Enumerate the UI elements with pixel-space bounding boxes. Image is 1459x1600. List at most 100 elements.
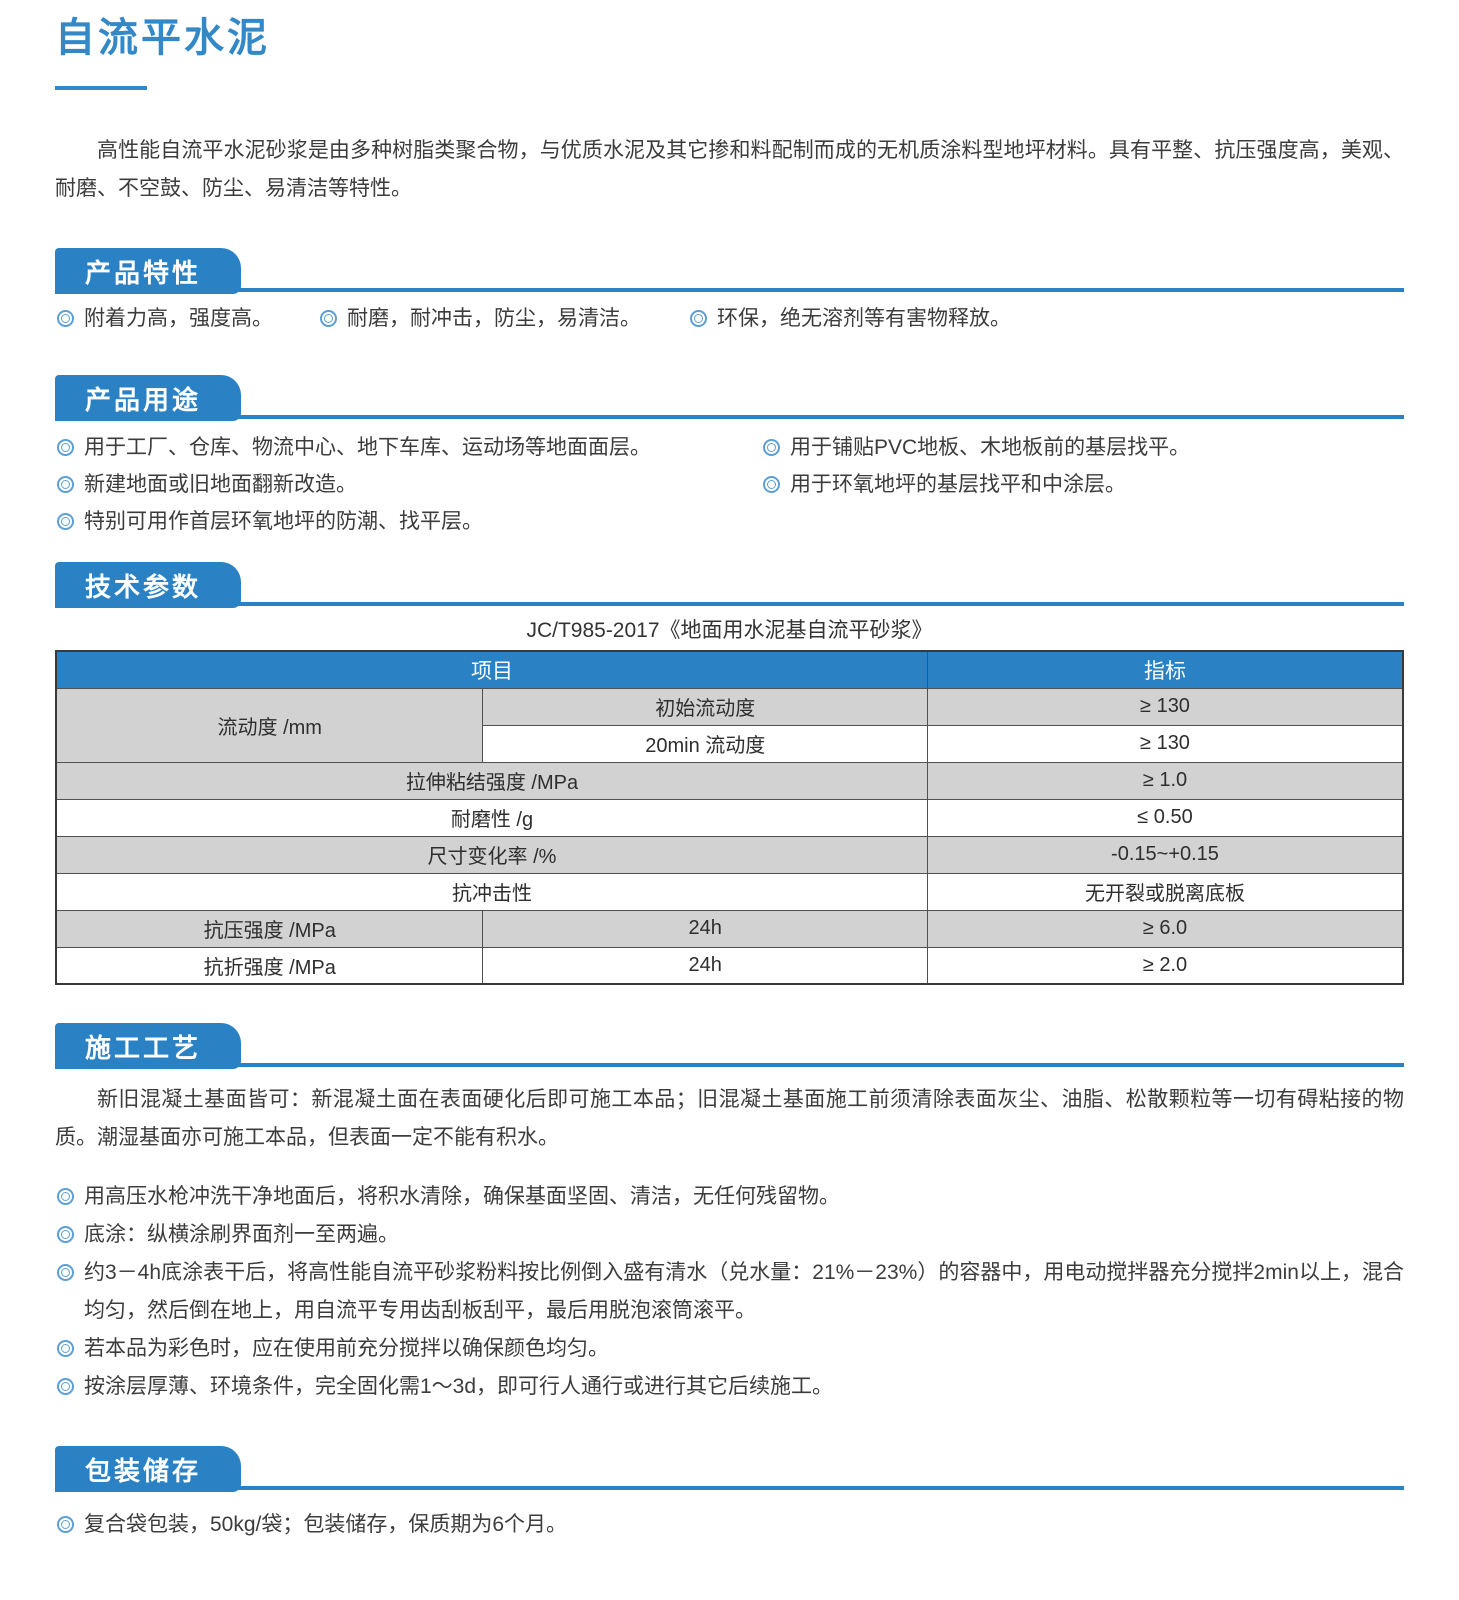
table-header-row: 项目 指标 [55,650,1404,689]
process-step-text: 底涂：纵横涂刷界面剂一至两遍。 [84,1223,399,1246]
use-text: 用于工厂、仓库、物流中心、地下车库、运动场等地面面层。 [84,435,651,459]
table-cell: 24h [482,946,928,985]
section-tab-tech: 技术参数 [55,562,241,608]
use-text: 特别可用作首层环氧地坪的防潮、找平层。 [84,509,483,533]
section-divider-line [55,415,1404,419]
list-item: 耐磨，耐冲击，防尘，易清洁。 [318,304,688,334]
table-cell: 流动度 /mm [55,687,484,763]
use-text: 用于环氧地坪的基层找平和中涂层。 [790,472,1126,496]
datasheet-page: 自流平水泥 高性能自流平水泥砂浆是由多种树脂类聚合物，与优质水泥及其它掺和料配制… [55,16,1404,1544]
section-heading-packaging: 包装储存 [85,1455,202,1486]
feature-text: 附着力高，强度高。 [84,307,273,330]
bullet-circle-icon [57,512,74,530]
table-cell: 尺寸变化率 /% [55,835,928,874]
section-header-uses: 产品用途 [55,375,1404,421]
bullet-circle-icon [690,310,707,327]
table-header-item: 项目 [55,650,928,689]
section-heading-process: 施工工艺 [85,1032,202,1063]
process-intro: 新旧混凝土基面皆可：新混凝土面在表面硬化后即可施工本品；旧混凝土基面施工前须清除… [55,1088,1404,1149]
list-item: 环保，绝无溶剂等有害物释放。 [688,304,1404,334]
section-header-tech: 技术参数 [55,562,1404,608]
table-cell: 初始流动度 [482,687,928,726]
list-item: 用于工厂、仓库、物流中心、地下车库、运动场等地面面层。 [55,433,761,463]
feature-text: 环保，绝无溶剂等有害物释放。 [717,307,1011,330]
table-cell: ≥ 6.0 [926,909,1404,948]
process-step-text: 约3－4h底涂表干后，将高性能自流平砂浆粉料按比例倒入盛有清水（兑水量：21%－… [84,1261,1404,1322]
feature-text: 耐磨，耐冲击，防尘，易清洁。 [347,307,641,330]
bullet-circle-icon [57,1378,74,1395]
section-heading-uses: 产品用途 [85,384,202,415]
title-underline [55,86,147,90]
section-divider-line [55,1063,1404,1067]
list-item: 约3－4h底涂表干后，将高性能自流平砂浆粉料按比例倒入盛有清水（兑水量：21%－… [55,1254,1404,1330]
packaging-list: 复合袋包装，50kg/袋；包装储存，保质期为6个月。 [55,1506,1404,1544]
bullet-circle-icon [57,1340,74,1357]
section-header-features: 产品特性 [55,248,1404,294]
process-step-text: 若本品为彩色时，应在使用前充分搅拌以确保颜色均匀。 [84,1337,609,1360]
list-item: 若本品为彩色时，应在使用前充分搅拌以确保颜色均匀。 [55,1330,1404,1368]
bullet-circle-icon [57,1264,74,1281]
section-tab-uses: 产品用途 [55,375,241,421]
table-cell: 抗冲击性 [55,872,928,911]
spec-table: 项目 指标 流动度 /mm 初始流动度 ≥ 130 20min 流动度 ≥ 13… [55,650,1404,985]
table-row: 20min 流动度 ≥ 130 [56,724,1404,763]
table-cell: ≥ 130 [926,724,1404,763]
table-cell: ≥ 130 [926,687,1404,726]
table-row: 拉伸粘结强度 /MPa ≥ 1.0 [55,761,1404,800]
table-cell: -0.15~+0.15 [926,835,1404,874]
list-item: 用于环氧地坪的基层找平和中涂层。 [761,470,1404,500]
list-item: 新建地面或旧地面翻新改造。 [55,470,761,500]
table-cell: 20min 流动度 [482,724,928,763]
section-tab-features: 产品特性 [55,248,241,294]
list-item: 附着力高，强度高。 [55,304,318,334]
table-caption: JC/T985-2017《地面用水泥基自流平砂浆》 [526,619,933,642]
table-cell: 拉伸粘结强度 /MPa [55,761,928,800]
section-divider-line [55,1486,1404,1490]
list-item: 按涂层厚薄、环境条件，完全固化需1～3d，即可行人通行或进行其它后续施工。 [55,1368,1404,1406]
table-header-index: 指标 [926,650,1404,689]
section-divider-line [55,288,1404,292]
uses-list: 用于工厂、仓库、物流中心、地下车库、运动场等地面面层。 用于铺贴PVC地板、木地… [55,429,1404,540]
section-tab-packaging: 包装储存 [55,1446,241,1492]
packaging-text: 复合袋包装，50kg/袋；包装储存，保质期为6个月。 [84,1513,568,1536]
bullet-circle-icon [763,475,780,493]
use-text: 用于铺贴PVC地板、木地板前的基层找平。 [790,435,1191,459]
table-row: 抗折强度 /MPa 24h ≥ 2.0 [55,946,1404,985]
process-step-text: 按涂层厚薄、环境条件，完全固化需1～3d，即可行人通行或进行其它后续施工。 [84,1375,834,1398]
table-row: 流动度 /mm 初始流动度 ≥ 130 [55,687,1404,763]
table-cell: 抗折强度 /MPa [55,946,484,985]
table-row: 抗冲击性 无开裂或脱离底板 [55,872,1404,911]
bullet-circle-icon [763,438,780,456]
bullet-circle-icon [57,438,74,456]
bullet-circle-icon [57,1188,74,1205]
table-cell: ≥ 1.0 [926,761,1404,800]
table-cell: 24h [482,909,928,948]
features-list: 附着力高，强度高。 耐磨，耐冲击，防尘，易清洁。 环保，绝无溶剂等有害物释放。 [55,304,1404,334]
intro-paragraph: 高性能自流平水泥砂浆是由多种树脂类聚合物，与优质水泥及其它掺和料配制而成的无机质… [55,139,1404,200]
section-heading-features: 产品特性 [85,257,202,288]
bullet-circle-icon [57,1226,74,1243]
process-step-text: 用高压水枪冲洗干净地面后，将积水清除，确保基面坚固、清洁，无任何残留物。 [84,1185,840,1208]
bullet-circle-icon [57,1516,74,1533]
bullet-circle-icon [57,310,74,327]
page-title: 自流平水泥 [55,16,270,60]
list-item: 底涂：纵横涂刷界面剂一至两遍。 [55,1216,1404,1254]
table-row: 尺寸变化率 /% -0.15~+0.15 [55,835,1404,874]
section-heading-tech: 技术参数 [85,571,202,602]
section-tab-process: 施工工艺 [55,1023,241,1069]
table-cell: 抗压强度 /MPa [55,909,484,948]
section-divider-line [55,602,1404,606]
list-item: 复合袋包装，50kg/袋；包装储存，保质期为6个月。 [55,1506,1404,1544]
bullet-circle-icon [320,310,337,327]
section-header-process: 施工工艺 [55,1023,1404,1069]
table-cell: 耐磨性 /g [55,798,928,837]
bullet-circle-icon [57,475,74,493]
table-row: 抗压强度 /MPa 24h ≥ 6.0 [55,909,1404,948]
table-row: 耐磨性 /g ≤ 0.50 [55,798,1404,837]
list-item: 用于铺贴PVC地板、木地板前的基层找平。 [761,433,1404,463]
table-cell: ≥ 2.0 [926,946,1404,985]
section-header-packaging: 包装储存 [55,1446,1404,1492]
list-item: 用高压水枪冲洗干净地面后，将积水清除，确保基面坚固、清洁，无任何残留物。 [55,1178,1404,1216]
use-text: 新建地面或旧地面翻新改造。 [84,472,357,496]
table-cell: ≤ 0.50 [926,798,1404,837]
